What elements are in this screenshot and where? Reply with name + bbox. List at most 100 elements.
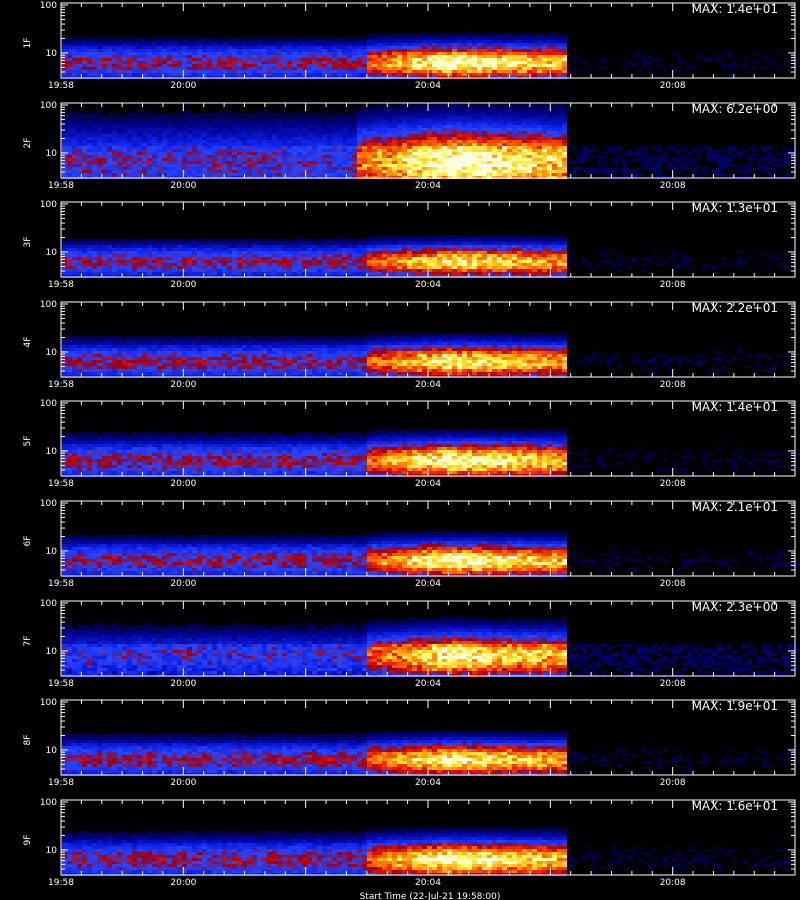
heatmap-cell xyxy=(502,119,507,122)
heatmap-cell xyxy=(427,170,432,173)
heatmap-cell xyxy=(207,73,212,76)
heatmap-cell xyxy=(237,140,242,143)
heatmap-cell xyxy=(337,140,342,143)
heatmap-cell xyxy=(237,46,242,49)
heatmap-cell xyxy=(507,46,512,49)
heatmap-cell xyxy=(292,52,297,55)
heatmap-cell xyxy=(222,46,227,49)
heatmap-cell xyxy=(522,67,527,70)
heatmap-cell xyxy=(282,155,287,158)
heatmap-cell xyxy=(72,110,77,113)
heatmap-cell xyxy=(277,146,282,149)
heatmap-cell xyxy=(242,128,247,131)
heatmap-cell xyxy=(332,116,337,119)
heatmap-cell xyxy=(97,40,102,43)
heatmap-cell xyxy=(182,263,187,266)
heatmap-cell xyxy=(207,260,212,263)
heatmap-cell xyxy=(442,104,447,107)
heatmap-cell xyxy=(372,58,377,61)
heatmap-cell xyxy=(537,116,542,119)
heatmap-cell xyxy=(407,43,412,46)
heatmap-cell xyxy=(342,73,347,76)
heatmap-cell xyxy=(557,119,562,122)
heatmap-cell xyxy=(387,173,392,176)
heatmap-cell xyxy=(332,155,337,158)
heatmap-cell xyxy=(387,140,392,143)
heatmap-cell xyxy=(597,155,602,158)
heatmap-cell xyxy=(162,272,167,275)
heatmap-cell xyxy=(457,110,462,113)
heatmap-cell xyxy=(512,64,517,67)
heatmap-cell xyxy=(127,67,132,70)
heatmap-cell xyxy=(147,167,152,170)
heatmap-cell xyxy=(267,254,272,257)
heatmap-cell xyxy=(717,170,722,173)
heatmap-cell xyxy=(257,272,262,275)
heatmap-cell xyxy=(407,131,412,134)
heatmap-cell xyxy=(257,122,262,125)
heatmap-cell xyxy=(387,161,392,164)
heatmap-cell xyxy=(82,170,87,173)
heatmap-cell xyxy=(177,152,182,155)
heatmap-cell xyxy=(92,61,97,64)
heatmap-cell xyxy=(77,67,82,70)
heatmap-cell xyxy=(557,110,562,113)
heatmap-cell xyxy=(512,37,517,40)
heatmap-cell xyxy=(312,158,317,161)
heatmap-cell xyxy=(447,49,452,52)
heatmap-cell xyxy=(202,49,207,52)
heatmap-cell xyxy=(392,119,397,122)
heatmap-cell xyxy=(97,272,102,275)
heatmap-cell xyxy=(332,73,337,76)
heatmap-cell xyxy=(372,61,377,64)
heatmap-cell xyxy=(442,64,447,67)
heatmap-cell xyxy=(292,173,297,176)
heatmap-cell xyxy=(332,37,337,40)
heatmap-cell xyxy=(617,155,622,158)
heatmap-cell xyxy=(257,140,262,143)
heatmap-cell xyxy=(342,40,347,43)
heatmap-cell xyxy=(412,146,417,149)
heatmap-cell xyxy=(132,119,137,122)
heatmap-cell xyxy=(222,137,227,140)
heatmap-cell xyxy=(472,143,477,146)
heatmap-cell xyxy=(312,73,317,76)
heatmap-cell xyxy=(62,67,67,70)
heatmap-cell xyxy=(72,113,77,116)
heatmap-cell xyxy=(92,242,97,245)
heatmap-cell xyxy=(347,125,352,128)
heatmap-cell xyxy=(442,58,447,61)
heatmap-cell xyxy=(122,251,127,254)
heatmap-cell xyxy=(467,113,472,116)
heatmap-cell xyxy=(557,125,562,128)
heatmap-cell xyxy=(322,73,327,76)
heatmap-cell xyxy=(427,58,432,61)
heatmap-cell xyxy=(392,122,397,125)
heatmap-cell xyxy=(262,122,267,125)
heatmap-cell xyxy=(737,152,742,155)
heatmap-cell xyxy=(237,116,242,119)
heatmap-cell xyxy=(522,137,527,140)
heatmap-cell xyxy=(257,269,262,272)
heatmap-cell xyxy=(212,161,217,164)
heatmap-cell xyxy=(217,70,222,73)
heatmap-cell xyxy=(427,70,432,73)
heatmap-cell xyxy=(562,128,567,131)
heatmap-cell xyxy=(232,37,237,40)
heatmap-cell xyxy=(332,128,337,131)
heatmap-cell xyxy=(487,55,492,58)
heatmap-cell xyxy=(312,122,317,125)
heatmap-cell xyxy=(237,167,242,170)
heatmap-cell xyxy=(147,64,152,67)
heatmap-cell xyxy=(282,134,287,137)
heatmap-cell xyxy=(212,64,217,67)
heatmap-cell xyxy=(347,119,352,122)
heatmap-cell xyxy=(422,170,427,173)
heatmap-cell xyxy=(112,269,117,272)
heatmap-cell xyxy=(232,46,237,49)
heatmap-cell xyxy=(147,143,152,146)
heatmap-cell xyxy=(162,167,167,170)
heatmap-cell xyxy=(247,257,252,260)
heatmap-cell xyxy=(562,67,567,70)
heatmap-cell xyxy=(562,113,567,116)
